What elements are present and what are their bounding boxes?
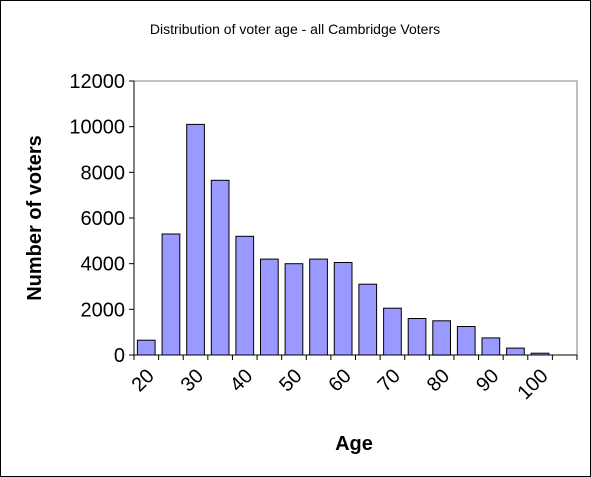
bar-85 xyxy=(456,326,476,356)
bar-60 xyxy=(333,262,353,356)
x-tick-label: 30 xyxy=(177,365,208,396)
x-tick-label: 60 xyxy=(324,365,355,396)
bar-35 xyxy=(210,179,230,356)
plot-area xyxy=(133,80,578,356)
chart-title: Distribution of voter age - all Cambridg… xyxy=(150,21,440,37)
y-tick-label: 0 xyxy=(114,345,125,367)
x-tick-label: 40 xyxy=(226,365,257,396)
y-tick-label: 4000 xyxy=(81,254,126,276)
bar-55 xyxy=(309,258,328,356)
bar-40 xyxy=(235,235,255,356)
y-tick-label: 2000 xyxy=(81,299,126,321)
bar-95 xyxy=(506,347,525,356)
x-tick-label: 20 xyxy=(128,365,159,396)
x-tick-label: 100 xyxy=(513,365,552,404)
y-axis: 0 2000 4000 6000 8000 10000 12000 xyxy=(69,71,135,367)
y-tick-label: 6000 xyxy=(81,208,126,230)
bar-75 xyxy=(407,318,427,356)
bar-70 xyxy=(383,307,402,356)
x-tick-label: 70 xyxy=(374,365,405,396)
bars-layer xyxy=(136,123,550,356)
x-axis: 20 30 40 50 60 70 80 90 100 xyxy=(128,354,578,404)
x-tick-label: 50 xyxy=(275,365,306,396)
bar-90 xyxy=(481,337,501,356)
y-tick-label: 8000 xyxy=(81,162,126,184)
bar-25 xyxy=(161,233,181,356)
y-tick-label: 12000 xyxy=(69,71,125,93)
x-axis-title: Age xyxy=(335,433,373,455)
bar-30 xyxy=(186,123,205,356)
x-tick-label: 80 xyxy=(423,365,454,396)
y-axis-title: Number of voters xyxy=(24,135,46,301)
y-tick-label: 10000 xyxy=(69,117,125,139)
bar-65 xyxy=(358,283,378,356)
bar-50 xyxy=(284,263,304,356)
x-tick-label: 90 xyxy=(472,365,503,396)
bar-45 xyxy=(260,258,279,356)
bar-80 xyxy=(432,320,451,356)
bar-20 xyxy=(136,339,156,356)
